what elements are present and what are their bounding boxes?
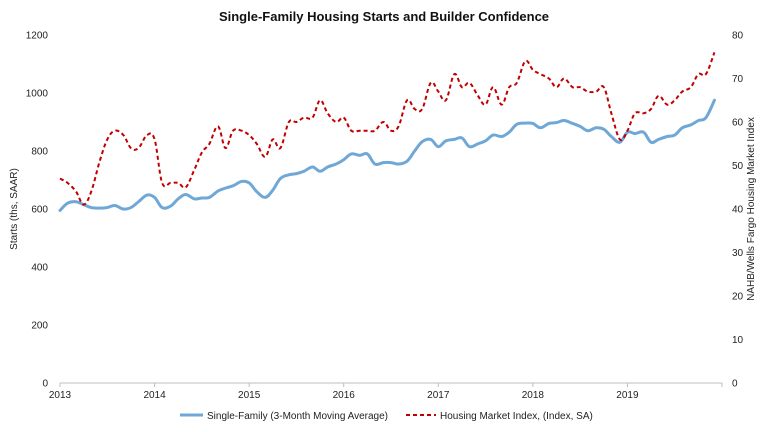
y2-tick-label: 60: [732, 118, 744, 129]
y2-tick-label: 80: [732, 31, 744, 42]
y-tick-label: 800: [31, 147, 48, 158]
left-axis-ticks: 0 200 400 600 800 1000 1200: [26, 31, 49, 390]
y2-tick-label: 0: [732, 379, 738, 390]
legend: Single-Family (3-Month Moving Average) H…: [180, 411, 593, 422]
y2-tick-label: 10: [732, 335, 744, 346]
x-axis-ticks: 2013 2014 2015 2016 2017 2018 2019: [49, 383, 723, 401]
y-tick-label: 400: [31, 263, 48, 274]
x-tick-label: 2014: [143, 390, 166, 401]
legend-label-hmi: Housing Market Index, (Index, SA): [440, 411, 593, 422]
y2-tick-label: 70: [732, 74, 744, 85]
y-tick-label: 0: [42, 379, 48, 390]
y-axis-label: Starts (ths, SAAR): [9, 168, 20, 250]
x-tick-label: 2019: [616, 390, 639, 401]
x-tick-label: 2016: [333, 390, 356, 401]
x-tick-label: 2018: [522, 390, 545, 401]
y-tick-label: 1200: [26, 31, 49, 42]
x-tick-label: 2013: [49, 390, 72, 401]
series-line-single-family: [58, 98, 716, 212]
right-axis-ticks: 0 10 20 30 40 50 60 70 80: [732, 31, 744, 390]
x-tick-label: 2015: [238, 390, 261, 401]
x-tick-label: 2017: [427, 390, 450, 401]
y2-tick-label: 20: [732, 292, 744, 303]
y2-tick-label: 50: [732, 161, 744, 172]
y2-tick-label: 30: [732, 248, 744, 259]
chart-title: Single-Family Housing Starts and Builder…: [219, 9, 549, 24]
series-layer: [58, 52, 716, 212]
y-tick-label: 1000: [26, 89, 49, 100]
legend-label-single-family: Single-Family (3-Month Moving Average): [207, 411, 388, 422]
y2-axis-label: NAHB/Wells Fargo Housing Market Index: [746, 117, 757, 301]
y-tick-label: 200: [31, 321, 48, 332]
y-tick-label: 600: [31, 205, 48, 216]
series-line-housing-market-index: [59, 52, 716, 206]
y2-tick-label: 40: [732, 205, 744, 216]
